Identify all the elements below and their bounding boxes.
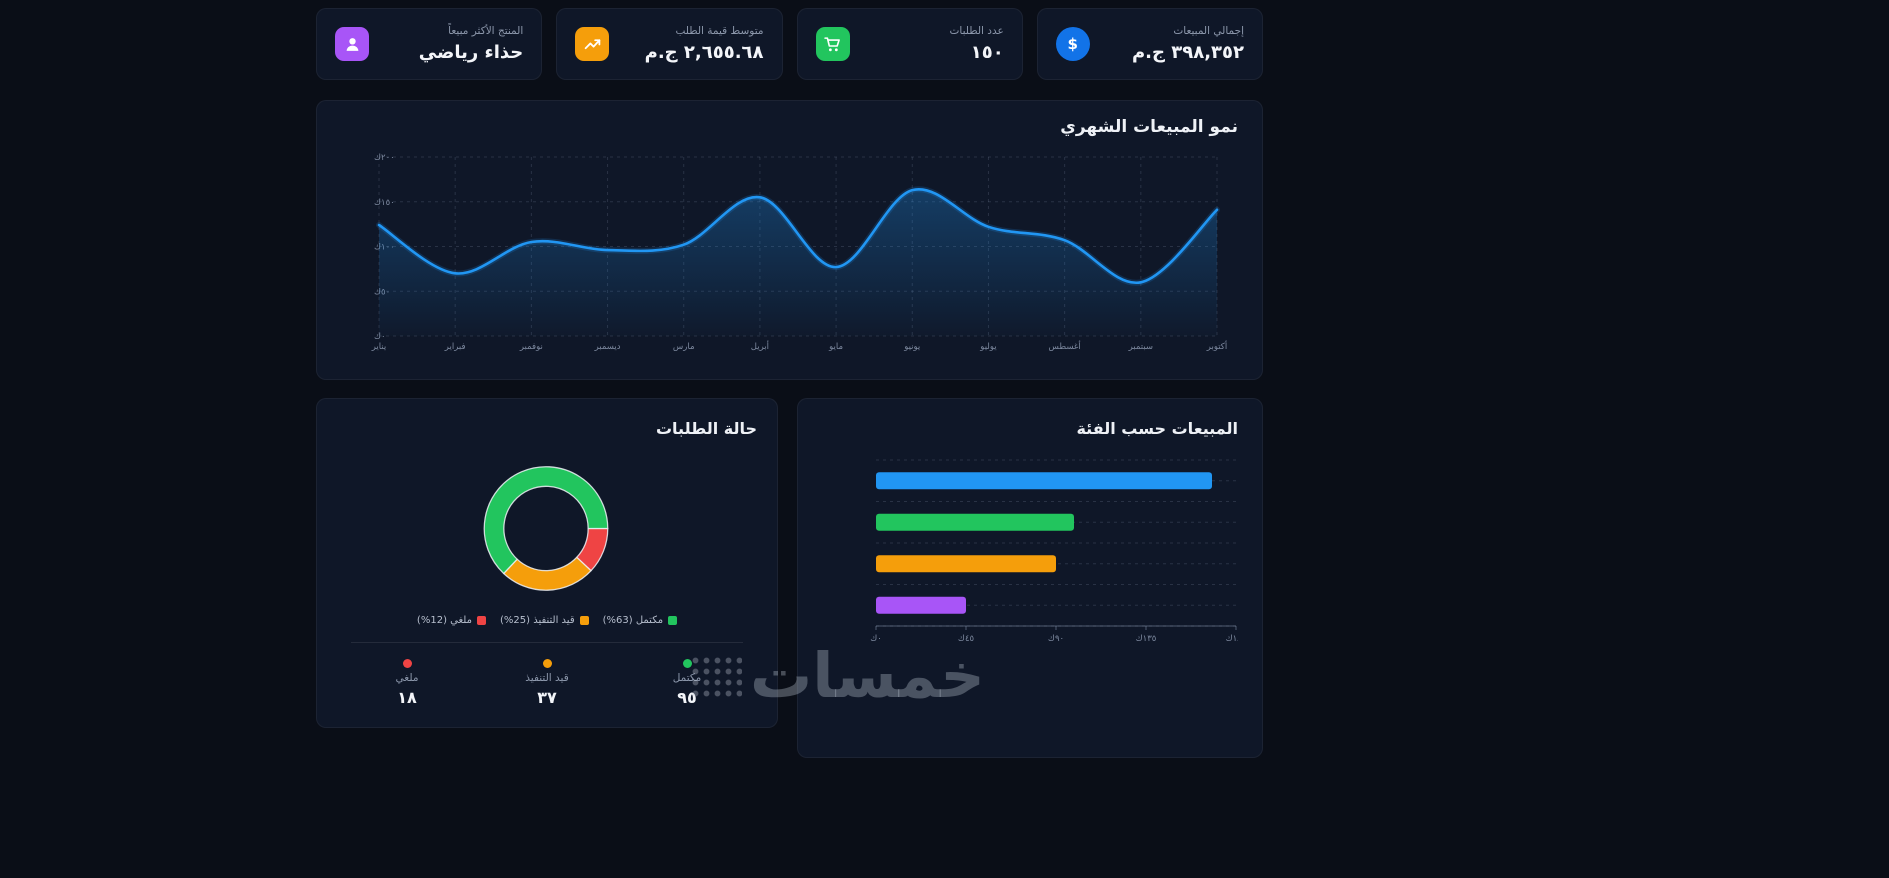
svg-text:١٨٠ك: ١٨٠ك [1226,634,1238,644]
dashboard-page: إجمالي المبيعات ٣٩٨,٣٥٢ ج.م $ عدد الطلبا… [316,8,1263,758]
kpi-text: عدد الطلبات ١٥٠ [950,25,1004,63]
kpi-value: ٣٩٨,٣٥٢ ج.م [1131,42,1244,63]
svg-text:سبتمبر: سبتمبر [1128,342,1153,352]
trend-up-icon [575,27,610,61]
monthly-sales-card: نمو المبيعات الشهري ٠ك٥٠ك١٠٠ك١٥٠ك٢٠٠كينا… [316,100,1263,380]
kpi-title: متوسط قيمة الطلب [675,25,764,37]
legend-label-cancelled: ملغي (12%) [416,615,472,626]
kpi-card-total-sales: إجمالي المبيعات ٣٩٨,٣٥٢ ج.م $ [1036,8,1263,80]
legend-label-in-progress: قيد التنفيذ (25%) [499,615,575,626]
kpi-text: المنتج الأكثر مبيعاً حذاء رياضي [419,25,524,63]
stat-value-in-progress: ٣٧ [537,688,557,707]
monthly-sales-line-chart: ٠ك٥٠ك١٠٠ك١٥٠ك٢٠٠كينايرفبرايرنوفمبرديسمبر… [371,153,1228,352]
svg-text:مايو: مايو [828,342,843,352]
svg-text:فبراير: فبراير [444,342,466,352]
kpi-card-avg-order-value: متوسط قيمة الطلب ٢,٦٥٥.٦٨ ج.م [556,8,783,80]
shopping-cart-glyph [824,36,840,51]
order-status-donut-chart [483,466,609,591]
order-status-card: حالة الطلبات مكتمل (63%) قيد التنفيذ (25… [316,398,778,728]
stat-label-completed: مكتمل [672,672,702,684]
trend-up-glyph [584,38,601,49]
svg-text:يونيو: يونيو [903,342,921,352]
svg-text:يوليو: يوليو [979,342,997,352]
kpi-title: عدد الطلبات [949,25,1004,37]
stat-label-in-progress: قيد التنفيذ [525,672,569,684]
svg-text:٩٠ك: ٩٠ك [1048,634,1064,644]
stat-cancelled: ملغي ١٨ [337,659,477,707]
status-dot-cancelled [402,659,412,668]
person-glyph [346,37,358,51]
donut-legend: مكتمل (63%) قيد التنفيذ (25%) ملغي (12%) [337,615,757,626]
stat-value-completed: ٩٥ [677,688,697,707]
status-stats-row: مكتمل ٩٥ قيد التنفيذ ٣٧ ملغي ١٨ [337,659,757,707]
person-icon [335,27,369,61]
svg-text:١٥٠ك: ١٥٠ك [374,198,395,208]
stat-in-progress: قيد التنفيذ ٣٧ [477,659,617,707]
dollar-glyph: $ [1067,34,1078,53]
status-dot-completed [682,659,692,668]
stat-label-cancelled: ملغي [395,672,419,684]
category-sales-title: المبيعات حسب الفئة [1076,419,1238,438]
svg-text:نوفمبر: نوفمبر [519,342,543,352]
category-bar-chart: ٠ك ٤٥ك ٩٠ك ١٣٥ك ١٨٠ك [870,459,1238,644]
stat-value-cancelled: ١٨ [397,688,417,707]
legend-swatch-cancelled [476,616,486,625]
svg-text:أبريل: أبريل [751,340,769,352]
kpi-value: ٢,٦٥٥.٦٨ ج.م [644,42,764,63]
svg-text:يناير: يناير [371,342,387,352]
legend-item-cancelled: ملغي (12%) [417,615,486,626]
svg-text:٤٥ك: ٤٥ك [958,634,974,644]
order-status-title: حالة الطلبات [655,419,757,438]
legend-label-completed: مكتمل (63%) [602,615,664,626]
svg-text:مارس: مارس [673,342,695,352]
kpi-title: المنتج الأكثر مبيعاً [448,25,524,37]
legend-item-in-progress: قيد التنفيذ (25%) [500,615,589,626]
kpi-text: إجمالي المبيعات ٣٩٨,٣٥٢ ج.م [1132,25,1244,63]
kpi-card-best-seller: المنتج الأكثر مبيعاً حذاء رياضي [316,8,543,80]
svg-text:٢٠٠ك: ٢٠٠ك [374,153,395,163]
shopping-cart-icon [815,27,850,61]
svg-text:ديسمبر: ديسمبر [594,342,621,352]
legend-item-completed: مكتمل (63%) [602,615,678,626]
svg-text:١٣٥ك: ١٣٥ك [1136,634,1157,644]
stat-completed: مكتمل ٩٥ [617,659,757,707]
kpi-title: إجمالي المبيعات [1173,25,1244,37]
legend-swatch-completed [668,616,678,625]
dollar-icon: $ [1055,27,1090,61]
monthly-sales-title: نمو المبيعات الشهري [1060,117,1238,137]
status-dot-in-progress [542,659,552,668]
status-divider [351,642,743,643]
category-sales-card: المبيعات حسب الفئة ٠ك ٤٥ك ٩٠ك ١٣٥ك ١٨٠ك [797,398,1263,758]
legend-swatch-in-progress [579,616,589,625]
kpi-card-orders-count: عدد الطلبات ١٥٠ [796,8,1023,80]
kpi-value: حذاء رياضي [418,42,524,63]
kpi-text: متوسط قيمة الطلب ٢,٦٥٥.٦٨ ج.م [645,25,764,63]
bottom-row: المبيعات حسب الفئة ٠ك ٤٥ك ٩٠ك ١٣٥ك ١٨٠ك حالة… [316,398,1263,758]
svg-text:أكتوبر: أكتوبر [1206,340,1227,352]
kpi-value: ١٥٠ [970,42,1004,63]
svg-text:٠ك: ٠ك [870,634,882,644]
svg-text:٠ك: ٠ك [374,332,386,342]
svg-text:أغسطس: أغسطس [1049,340,1081,352]
kpi-row: إجمالي المبيعات ٣٩٨,٣٥٢ ج.م $ عدد الطلبا… [316,8,1263,80]
